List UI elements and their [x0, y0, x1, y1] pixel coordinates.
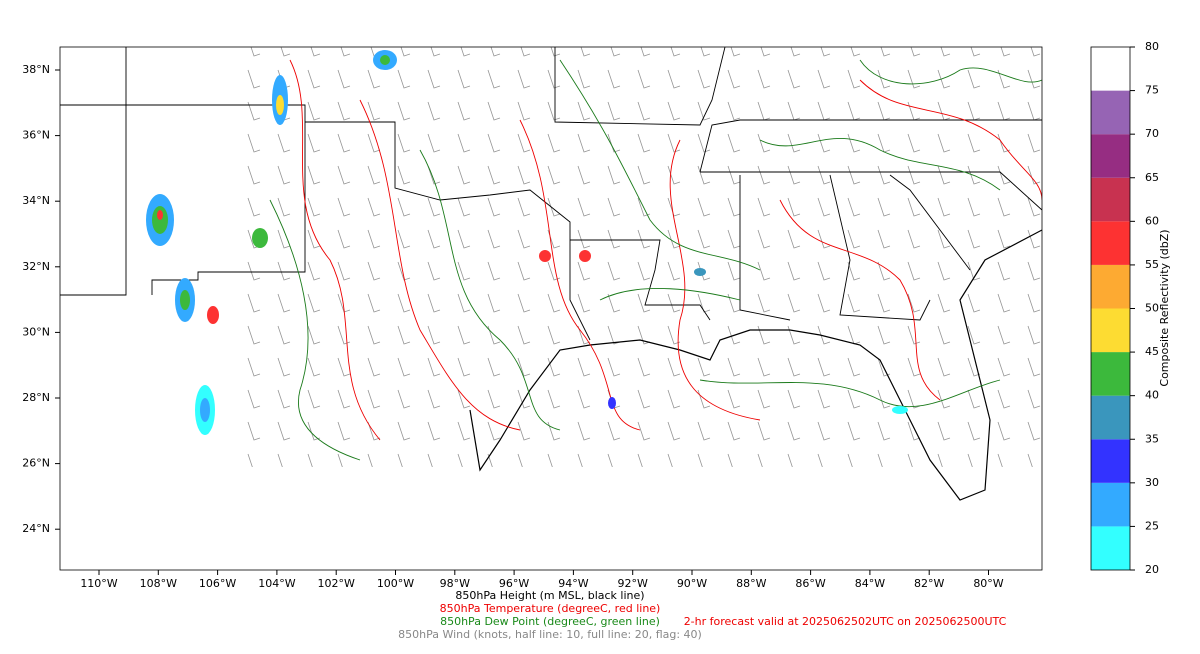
lat-label: 30°N — [22, 325, 50, 338]
temperature-contours — [289, 59, 1042, 441]
colorbar-tick-label: 55 — [1145, 258, 1159, 271]
colorbar-segment — [1091, 134, 1130, 178]
map-layer — [60, 47, 1042, 570]
colorbar-segment — [1091, 177, 1130, 222]
colorbar: 20 25 30 35 40 45 50 55 60 65 70 75 80 — [1090, 40, 1159, 576]
wind-barbs — [240, 47, 1042, 467]
colorbar-tick-label: 30 — [1145, 476, 1159, 489]
colorbar-tick-label: 65 — [1145, 171, 1159, 184]
lon-label: 98°W — [440, 577, 470, 590]
coastline — [469, 229, 1042, 501]
borders — [60, 47, 1042, 341]
caption: 850hPa Height (m MSL, black line) — [455, 589, 644, 602]
lon-label: 106°W — [199, 577, 236, 590]
lon-label: 84°W — [855, 577, 885, 590]
caption: 850hPa Temperature (degreeC, red line) — [440, 602, 661, 615]
lon-label: 102°W — [318, 577, 355, 590]
dewpoint-contours — [269, 59, 1042, 461]
lon-label: 94°W — [558, 577, 588, 590]
caption: 2-hr forecast valid at 2025062502UTC on … — [684, 615, 1007, 628]
colorbar-segment — [1091, 352, 1130, 396]
lon-label: 90°W — [677, 577, 707, 590]
lat-axis: 38°N 36°N 34°N 32°N 30°N 28°N 26°N 24°N — [22, 63, 60, 535]
caption: 850hPa Wind (knots, half line: 10, full … — [398, 628, 702, 641]
lon-label: 82°W — [914, 577, 944, 590]
colorbar-segment — [1091, 264, 1130, 309]
lon-label: 110°W — [80, 577, 117, 590]
caption: 850hPa Dew Point (degreeC, green line) — [440, 615, 660, 628]
lon-label: 96°W — [499, 577, 529, 590]
colorbar-tick-label: 45 — [1145, 345, 1159, 358]
lat-label: 24°N — [22, 522, 50, 535]
lon-label: 92°W — [618, 577, 648, 590]
colorbar-tick-label: 40 — [1145, 389, 1159, 402]
lon-label: 88°W — [736, 577, 766, 590]
colorbar-segment — [1091, 47, 1130, 91]
colorbar-tick-label: 75 — [1145, 84, 1159, 97]
colorbar-segment — [1091, 395, 1130, 440]
lat-label: 32°N — [22, 260, 50, 273]
lon-label: 108°W — [140, 577, 177, 590]
lat-label: 36°N — [22, 129, 50, 142]
colorbar-tick-label: 50 — [1145, 302, 1159, 315]
colorbar-segment — [1091, 221, 1130, 265]
lon-label: 80°W — [973, 577, 1003, 590]
radar-echoes — [146, 50, 908, 435]
colorbar-segment — [1091, 308, 1130, 353]
colorbar-tick-label: 60 — [1145, 214, 1159, 227]
colorbar-segment — [1091, 439, 1130, 483]
colorbar-label: Composite Reflectivity (dbZ) — [1158, 229, 1171, 386]
lon-axis: 110°W 108°W 106°W 104°W 102°W 100°W 98°W 96°W 94… — [80, 570, 1004, 590]
colorbar-tick-label: 25 — [1145, 519, 1159, 532]
lon-label: 86°W — [795, 577, 825, 590]
map-frame — [59, 46, 1043, 571]
colorbar-tick-label: 20 — [1145, 563, 1159, 576]
lat-label: 28°N — [22, 391, 50, 404]
colorbar-tick-label: 70 — [1145, 127, 1159, 140]
lat-label: 34°N — [22, 194, 50, 207]
lat-label: 26°N — [22, 457, 50, 470]
colorbar-segment — [1091, 482, 1130, 527]
colorbar-segment — [1091, 90, 1130, 135]
lon-label: 104°W — [258, 577, 295, 590]
lon-label: 100°W — [377, 577, 414, 590]
colorbar-tick-label: 35 — [1145, 432, 1159, 445]
colorbar-tick-label: 80 — [1145, 40, 1159, 53]
colorbar-segment — [1091, 526, 1130, 570]
lat-label: 38°N — [22, 63, 50, 76]
